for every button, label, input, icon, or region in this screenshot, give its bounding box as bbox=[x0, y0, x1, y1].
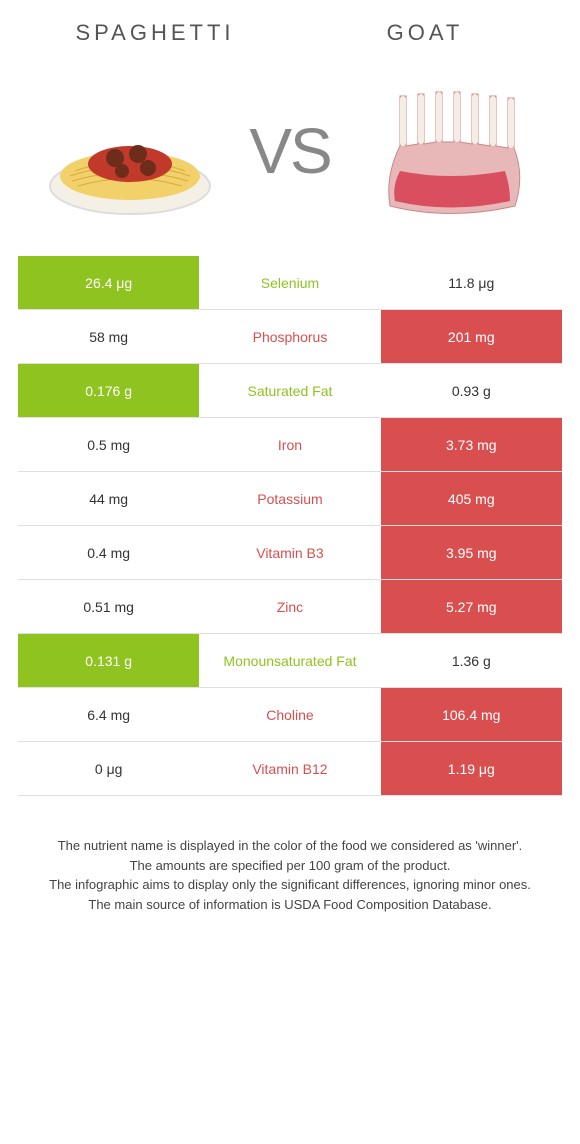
table-row: 26.4 μgSelenium11.8 μg bbox=[18, 256, 562, 310]
nutrient-name: Vitamin B3 bbox=[199, 526, 380, 579]
header-right: GOAT bbox=[290, 20, 560, 46]
left-value: 44 mg bbox=[18, 472, 199, 525]
vs-label: VS bbox=[230, 114, 350, 188]
table-row: 0.5 mgIron3.73 mg bbox=[18, 418, 562, 472]
nutrient-name: Iron bbox=[199, 418, 380, 471]
nutrient-name: Choline bbox=[199, 688, 380, 741]
table-row: 0 μgVitamin B121.19 μg bbox=[18, 742, 562, 796]
left-value: 0.176 g bbox=[18, 364, 199, 417]
table-row: 0.176 gSaturated Fat0.93 g bbox=[18, 364, 562, 418]
right-value: 1.36 g bbox=[381, 634, 562, 687]
right-value: 405 mg bbox=[381, 472, 562, 525]
table-row: 0.51 mgZinc5.27 mg bbox=[18, 580, 562, 634]
table-row: 44 mgPotassium405 mg bbox=[18, 472, 562, 526]
left-value: 0.51 mg bbox=[18, 580, 199, 633]
right-value: 1.19 μg bbox=[381, 742, 562, 795]
right-value: 201 mg bbox=[381, 310, 562, 363]
nutrient-name: Saturated Fat bbox=[199, 364, 380, 417]
right-value: 3.95 mg bbox=[381, 526, 562, 579]
table-row: 0.131 gMonounsaturated Fat1.36 g bbox=[18, 634, 562, 688]
nutrient-name: Phosphorus bbox=[199, 310, 380, 363]
spaghetti-image bbox=[40, 76, 220, 226]
right-value: 3.73 mg bbox=[381, 418, 562, 471]
left-value: 58 mg bbox=[18, 310, 199, 363]
footer-line: The amounts are specified per 100 gram o… bbox=[30, 856, 550, 876]
nutrient-table: 26.4 μgSelenium11.8 μg58 mgPhosphorus201… bbox=[18, 256, 562, 796]
left-value: 0.131 g bbox=[18, 634, 199, 687]
header-row: SPAGHETTI GOAT bbox=[0, 0, 580, 56]
left-value: 0.4 mg bbox=[18, 526, 199, 579]
right-value: 11.8 μg bbox=[381, 256, 562, 309]
images-row: VS bbox=[0, 56, 580, 256]
nutrient-name: Potassium bbox=[199, 472, 380, 525]
nutrient-name: Zinc bbox=[199, 580, 380, 633]
right-value: 0.93 g bbox=[381, 364, 562, 417]
table-row: 6.4 mgCholine106.4 mg bbox=[18, 688, 562, 742]
left-value: 26.4 μg bbox=[18, 256, 199, 309]
footer-notes: The nutrient name is displayed in the co… bbox=[0, 796, 580, 944]
nutrient-name: Selenium bbox=[199, 256, 380, 309]
header-left: SPAGHETTI bbox=[20, 20, 290, 46]
goat-image bbox=[360, 76, 540, 226]
left-value: 0 μg bbox=[18, 742, 199, 795]
footer-line: The infographic aims to display only the… bbox=[30, 875, 550, 895]
nutrient-name: Monounsaturated Fat bbox=[199, 634, 380, 687]
table-row: 58 mgPhosphorus201 mg bbox=[18, 310, 562, 364]
footer-line: The nutrient name is displayed in the co… bbox=[30, 836, 550, 856]
footer-line: The main source of information is USDA F… bbox=[30, 895, 550, 915]
right-value: 5.27 mg bbox=[381, 580, 562, 633]
nutrient-name: Vitamin B12 bbox=[199, 742, 380, 795]
left-value: 6.4 mg bbox=[18, 688, 199, 741]
right-value: 106.4 mg bbox=[381, 688, 562, 741]
left-value: 0.5 mg bbox=[18, 418, 199, 471]
table-row: 0.4 mgVitamin B33.95 mg bbox=[18, 526, 562, 580]
